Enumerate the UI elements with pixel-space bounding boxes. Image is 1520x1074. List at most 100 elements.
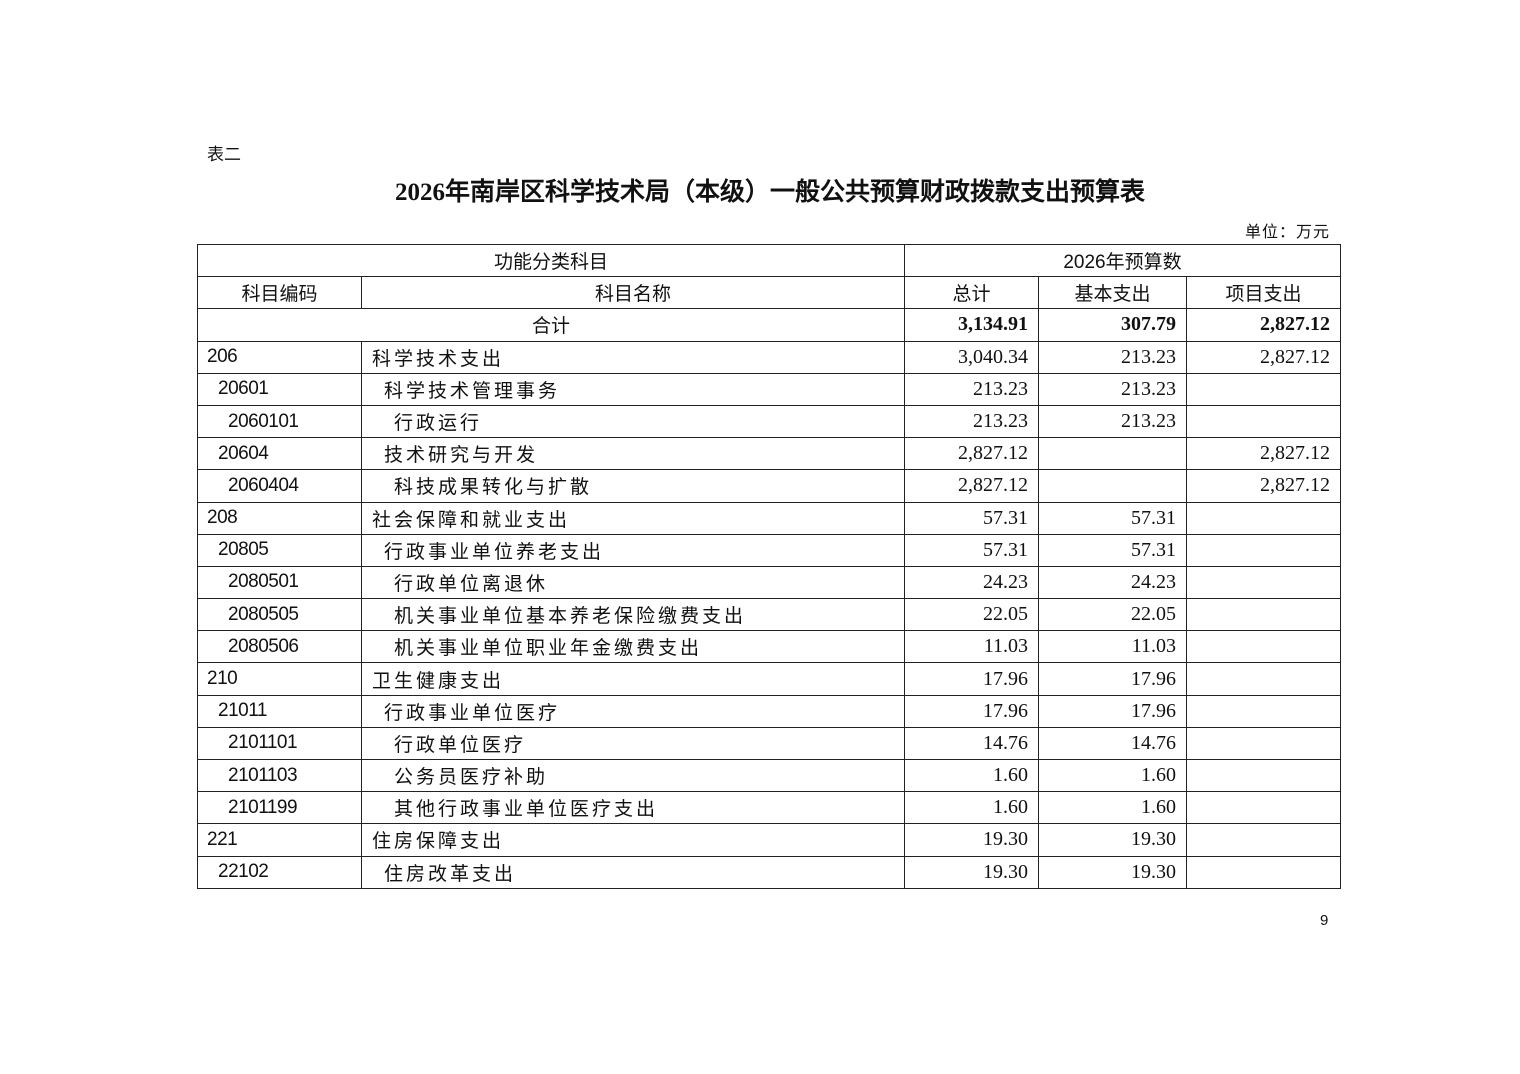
table-row: 2080505 机关事业单位基本养老保险缴费支出 22.05 22.05 (197, 598, 1341, 632)
cell-total: 213.23 (904, 372, 1039, 406)
cell-name: 住房保障支出 (361, 823, 905, 857)
cell-code: 22102 (197, 855, 362, 889)
cell-name: 机关事业单位基本养老保险缴费支出 (361, 598, 905, 632)
table-row: 2101199 其他行政事业单位医疗支出 1.60 1.60 (197, 791, 1341, 825)
header-basic: 基本支出 (1038, 276, 1187, 310)
cell-basic: 19.30 (1038, 823, 1187, 857)
cell-total: 2,827.12 (904, 469, 1039, 503)
cell-total: 57.31 (904, 501, 1039, 535)
cell-name: 行政单位离退休 (361, 565, 905, 600)
cell-total: 19.30 (904, 823, 1039, 857)
cell-project (1186, 372, 1341, 406)
cell-total: 57.31 (904, 533, 1039, 567)
total-row: 合计 3,134.91 307.79 2,827.12 (197, 308, 1341, 342)
cell-basic: 1.60 (1038, 791, 1187, 825)
table-row: 22102 住房改革支出 19.30 19.30 (197, 855, 1341, 889)
cell-project (1186, 662, 1341, 696)
cell-basic (1038, 469, 1187, 503)
header-total: 总计 (904, 276, 1039, 310)
cell-total: 2,827.12 (904, 437, 1039, 471)
table-row: 21011 行政事业单位医疗 17.96 17.96 (197, 694, 1341, 728)
table-row: 2101101 行政单位医疗 14.76 14.76 (197, 726, 1341, 761)
cell-name: 行政事业单位医疗 (361, 694, 905, 728)
total-total: 3,134.91 (904, 308, 1039, 342)
cell-name: 行政单位医疗 (361, 726, 905, 761)
cell-code: 20601 (197, 372, 362, 406)
cell-code: 20604 (197, 437, 362, 471)
cell-name: 行政运行 (361, 404, 905, 439)
cell-basic: 17.96 (1038, 662, 1187, 696)
cell-code: 206 (197, 340, 362, 374)
unit-label: 单位：万元 (1244, 224, 1330, 241)
cell-code: 221 (197, 823, 362, 857)
table-row: 2060404 科技成果转化与扩散 2,827.12 2,827.12 (197, 469, 1341, 503)
cell-project (1186, 791, 1341, 825)
table-row: 208 社会保障和就业支出 57.31 57.31 (197, 501, 1341, 535)
cell-total: 1.60 (904, 791, 1039, 825)
cell-project (1186, 404, 1341, 439)
cell-project (1186, 533, 1341, 567)
table-row: 2080506 机关事业单位职业年金缴费支出 11.03 11.03 (197, 630, 1341, 664)
cell-code: 2080505 (197, 598, 362, 632)
cell-basic: 213.23 (1038, 372, 1187, 406)
cell-basic: 213.23 (1038, 404, 1187, 439)
cell-name: 技术研究与开发 (361, 437, 905, 471)
cell-basic: 22.05 (1038, 598, 1187, 632)
cell-basic: 11.03 (1038, 630, 1187, 664)
table-row: 206 科学技术支出 3,040.34 213.23 2,827.12 (197, 340, 1341, 374)
header-project: 项目支出 (1186, 276, 1341, 310)
cell-total: 14.76 (904, 726, 1039, 761)
cell-basic: 57.31 (1038, 533, 1187, 567)
cell-code: 210 (197, 662, 362, 696)
cell-total: 22.05 (904, 598, 1039, 632)
cell-project: 2,827.12 (1186, 469, 1341, 503)
cell-total: 24.23 (904, 565, 1039, 600)
cell-project: 2,827.12 (1186, 437, 1341, 471)
cell-project (1186, 694, 1341, 728)
cell-basic: 213.23 (1038, 340, 1187, 374)
cell-basic: 57.31 (1038, 501, 1187, 535)
cell-total: 11.03 (904, 630, 1039, 664)
table-row: 20601 科学技术管理事务 213.23 213.23 (197, 372, 1341, 406)
cell-project (1186, 758, 1341, 793)
cell-code: 2101103 (197, 758, 362, 793)
cell-project: 2,827.12 (1186, 340, 1341, 374)
cell-name: 科学技术管理事务 (361, 372, 905, 406)
cell-name: 机关事业单位职业年金缴费支出 (361, 630, 905, 664)
cell-code: 20805 (197, 533, 362, 567)
table-row: 210 卫生健康支出 17.96 17.96 (197, 662, 1341, 696)
cell-project (1186, 501, 1341, 535)
cell-basic: 19.30 (1038, 855, 1187, 889)
total-project: 2,827.12 (1186, 308, 1341, 342)
cell-project (1186, 823, 1341, 857)
cell-total: 3,040.34 (904, 340, 1039, 374)
cell-name: 卫生健康支出 (361, 662, 905, 696)
cell-name: 其他行政事业单位医疗支出 (361, 791, 905, 825)
total-label: 合计 (197, 308, 905, 342)
cell-project (1186, 565, 1341, 600)
cell-basic: 14.76 (1038, 726, 1187, 761)
cell-total: 17.96 (904, 662, 1039, 696)
cell-code: 2080501 (197, 565, 362, 600)
table-row: 2080501 行政单位离退休 24.23 24.23 (197, 565, 1341, 600)
cell-total: 19.30 (904, 855, 1039, 889)
cell-basic: 1.60 (1038, 758, 1187, 793)
cell-code: 208 (197, 501, 362, 535)
cell-code: 2101101 (197, 726, 362, 761)
cell-name: 公务员医疗补助 (361, 758, 905, 793)
cell-code: 2101199 (197, 791, 362, 825)
table-row: 20604 技术研究与开发 2,827.12 2,827.12 (197, 437, 1341, 471)
cell-name: 住房改革支出 (361, 855, 905, 889)
cell-name: 科学技术支出 (361, 340, 905, 374)
cell-project (1186, 726, 1341, 761)
cell-project (1186, 598, 1341, 632)
table-label: 表二 (207, 145, 241, 164)
cell-basic (1038, 437, 1187, 471)
header-code: 科目编码 (197, 276, 362, 310)
cell-code: 2060404 (197, 469, 362, 503)
cell-project (1186, 630, 1341, 664)
cell-total: 1.60 (904, 758, 1039, 793)
header-group-row: 功能分类科目 2026年预算数 (197, 243, 1341, 278)
total-basic: 307.79 (1038, 308, 1187, 342)
page-title: 2026年南岸区科学技术局（本级）一般公共预算财政拨款支出预算表 (394, 179, 1145, 206)
